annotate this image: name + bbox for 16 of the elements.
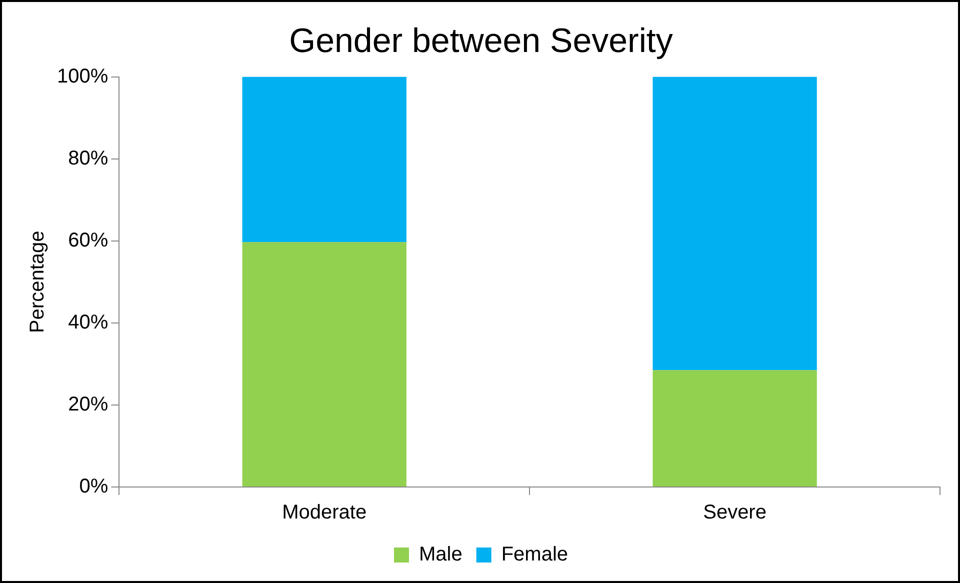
- y-tick-label: 40%: [68, 311, 108, 334]
- chart-title: Gender between Severity: [289, 22, 673, 60]
- y-tick-label: 80%: [68, 147, 108, 170]
- bar: [242, 242, 406, 486]
- bar: [652, 370, 817, 486]
- y-tick-label: 0%: [79, 476, 108, 498]
- x-tick-label: Moderate: [282, 502, 367, 524]
- y-tick-label: 20%: [68, 393, 108, 416]
- legend-label: Female: [501, 544, 568, 566]
- bar: [242, 76, 406, 242]
- y-tick-label: 100%: [56, 65, 108, 88]
- legend-label: Male: [418, 544, 462, 566]
- y-tick-label: 60%: [68, 229, 108, 252]
- bar: [652, 76, 817, 370]
- y-axis-title: Percentage: [26, 230, 49, 334]
- x-tick-label: Severe: [703, 502, 766, 524]
